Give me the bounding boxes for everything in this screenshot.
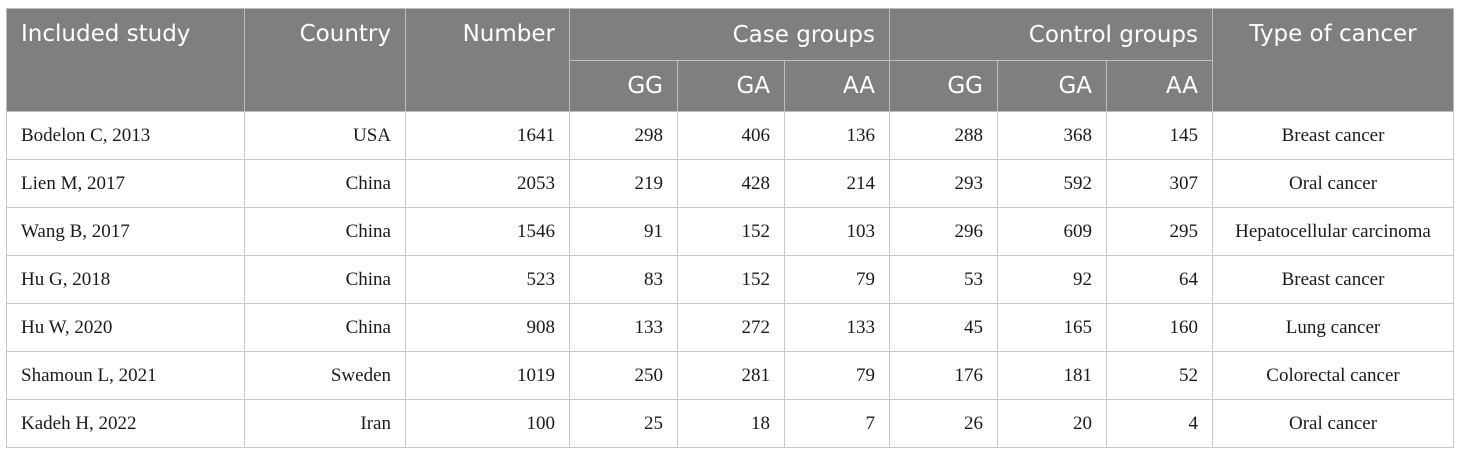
cell-number: 100	[405, 399, 570, 448]
cell-control-gg: 26	[889, 399, 999, 448]
header-case-groups: Case groups	[568, 8, 891, 61]
cell-control-ga: 592	[997, 159, 1108, 208]
cell-control-ga: 609	[997, 207, 1108, 256]
cell-case-gg: 250	[569, 351, 678, 400]
header-control-aa: AA	[1106, 60, 1214, 112]
table-row: Hu W, 2020 China 908 133 272 133 45 165 …	[6, 303, 1455, 352]
header-case-aa: AA	[783, 60, 891, 112]
cell-control-ga: 92	[997, 255, 1108, 304]
cell-country: China	[244, 207, 406, 256]
cell-control-aa: 52	[1106, 351, 1214, 400]
cell-control-aa: 295	[1106, 207, 1214, 256]
cell-control-aa: 307	[1106, 159, 1214, 208]
table-row: Lien M, 2017 China 2053 219 428 214 293 …	[6, 159, 1455, 208]
cell-case-aa: 133	[783, 303, 891, 352]
cell-control-gg: 53	[889, 255, 999, 304]
cell-type: Colorectal cancer	[1212, 351, 1455, 400]
cell-case-ga: 152	[677, 207, 785, 256]
cell-case-ga: 18	[677, 399, 785, 448]
table-row: Kadeh H, 2022 Iran 100 25 18 7 26 20 4 O…	[6, 399, 1455, 448]
cell-control-gg: 45	[889, 303, 999, 352]
cell-study: Kadeh H, 2022	[6, 399, 245, 448]
header-control-groups: Control groups	[889, 8, 1214, 61]
study-table-container: Included study Country Number Case group…	[6, 8, 1455, 448]
cell-type: Hepatocellular carcinoma	[1212, 207, 1455, 256]
cell-control-aa: 4	[1106, 399, 1214, 448]
cell-case-aa: 7	[783, 399, 891, 448]
cell-country: China	[244, 303, 406, 352]
cell-case-aa: 103	[783, 207, 891, 256]
cell-case-gg: 83	[569, 255, 678, 304]
cell-case-ga: 281	[677, 351, 785, 400]
cell-number: 523	[405, 255, 570, 304]
cell-country: China	[244, 159, 406, 208]
cell-study: Shamoun L, 2021	[6, 351, 245, 400]
cell-number: 1546	[405, 207, 570, 256]
table-row: Wang B, 2017 China 1546 91 152 103 296 6…	[6, 207, 1455, 256]
cell-control-gg: 293	[889, 159, 999, 208]
cell-case-gg: 219	[569, 159, 678, 208]
header-control-ga: GA	[997, 60, 1108, 112]
cell-study: Hu G, 2018	[6, 255, 245, 304]
table-row: Hu G, 2018 China 523 83 152 79 53 92 64 …	[6, 255, 1455, 304]
cell-control-gg: 176	[889, 351, 999, 400]
cell-case-aa: 136	[783, 111, 891, 160]
cell-number: 1641	[405, 111, 570, 160]
cell-case-aa: 79	[783, 255, 891, 304]
cell-case-aa: 214	[783, 159, 891, 208]
cell-case-ga: 272	[677, 303, 785, 352]
cell-country: China	[244, 255, 406, 304]
header-case-gg: GG	[569, 60, 678, 112]
cell-control-ga: 165	[997, 303, 1108, 352]
cell-case-aa: 79	[783, 351, 891, 400]
cell-country: Sweden	[244, 351, 406, 400]
table-header: Included study Country Number Case group…	[6, 8, 1455, 112]
header-case-ga: GA	[677, 60, 785, 112]
cell-study: Lien M, 2017	[6, 159, 245, 208]
header-number: Number	[405, 8, 570, 112]
cell-study: Wang B, 2017	[6, 207, 245, 256]
cell-type: Oral cancer	[1212, 399, 1455, 448]
cell-number: 2053	[405, 159, 570, 208]
cell-control-aa: 64	[1106, 255, 1214, 304]
cell-number: 1019	[405, 351, 570, 400]
header-control-gg: GG	[889, 60, 999, 112]
cell-control-aa: 160	[1106, 303, 1214, 352]
header-included-study: Included study	[6, 8, 245, 112]
cell-control-aa: 145	[1106, 111, 1214, 160]
cell-case-gg: 298	[569, 111, 678, 160]
cell-case-gg: 91	[569, 207, 678, 256]
cell-type: Breast cancer	[1212, 111, 1455, 160]
cell-control-gg: 288	[889, 111, 999, 160]
cell-case-ga: 152	[677, 255, 785, 304]
cell-case-gg: 133	[569, 303, 678, 352]
study-table: Included study Country Number Case group…	[6, 8, 1455, 448]
cell-study: Hu W, 2020	[6, 303, 245, 352]
table-body: Bodelon C, 2013 USA 1641 298 406 136 288…	[6, 111, 1455, 448]
cell-case-gg: 25	[569, 399, 678, 448]
cell-case-ga: 406	[677, 111, 785, 160]
cell-type: Lung cancer	[1212, 303, 1455, 352]
cell-control-ga: 20	[997, 399, 1108, 448]
cell-number: 908	[405, 303, 570, 352]
cell-country: Iran	[244, 399, 406, 448]
cell-case-ga: 428	[677, 159, 785, 208]
cell-type: Oral cancer	[1212, 159, 1455, 208]
cell-study: Bodelon C, 2013	[6, 111, 245, 160]
table-row: Bodelon C, 2013 USA 1641 298 406 136 288…	[6, 111, 1455, 160]
cell-control-ga: 368	[997, 111, 1108, 160]
header-country: Country	[244, 8, 406, 112]
cell-control-gg: 296	[889, 207, 999, 256]
header-type-of-cancer: Type of cancer	[1212, 8, 1455, 112]
cell-country: USA	[244, 111, 406, 160]
cell-control-ga: 181	[997, 351, 1108, 400]
table-row: Shamoun L, 2021 Sweden 1019 250 281 79 1…	[6, 351, 1455, 400]
cell-type: Breast cancer	[1212, 255, 1455, 304]
